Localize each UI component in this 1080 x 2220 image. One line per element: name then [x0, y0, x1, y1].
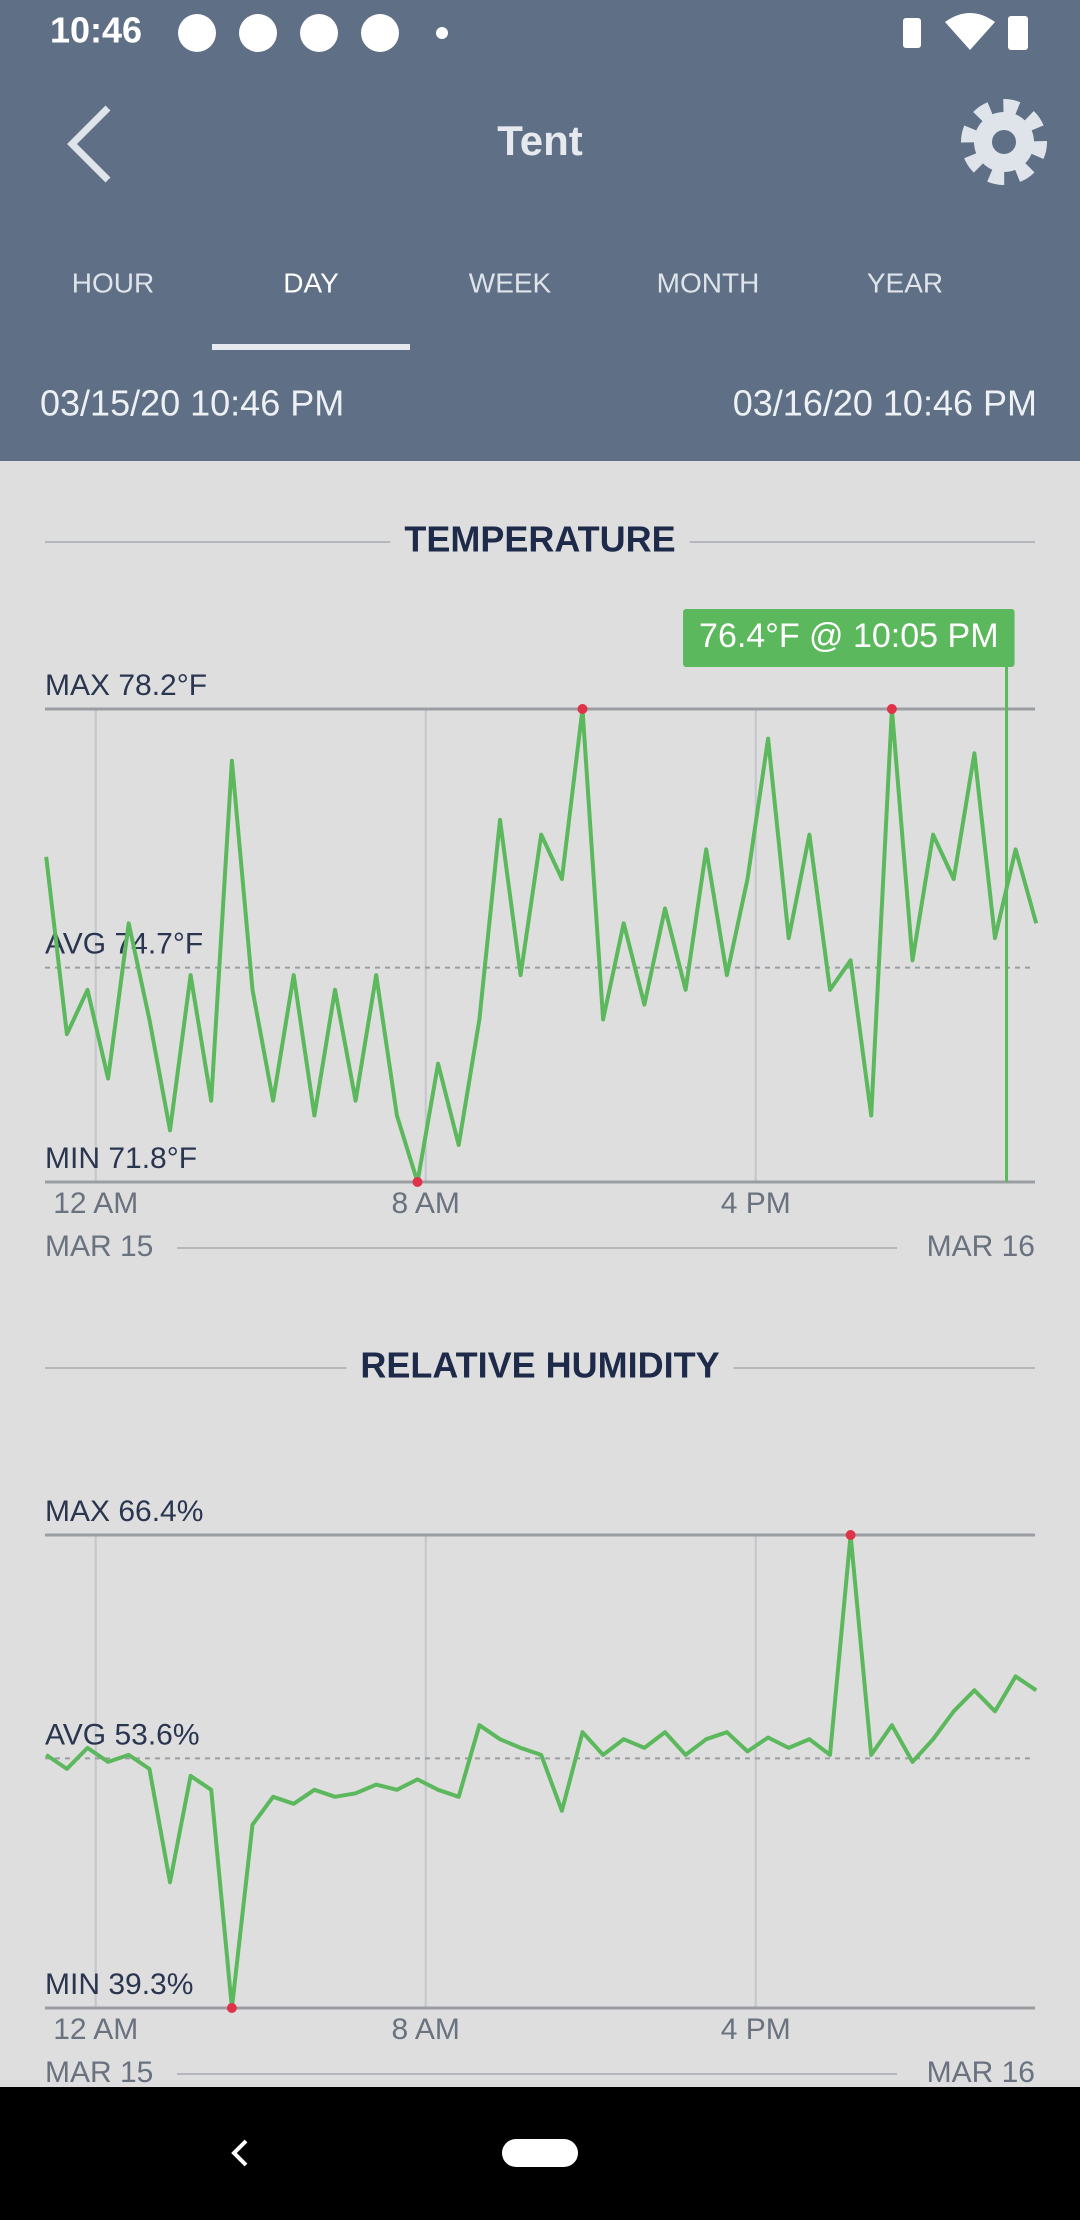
more-dot: [436, 27, 448, 39]
chart-title: TEMPERATURE: [404, 519, 675, 560]
tooltip-label: 76.4°F @ 10:05 PM: [699, 617, 998, 655]
extreme-point: [886, 704, 897, 714]
vibrate-icon: [903, 18, 921, 48]
x-tick-label: 8 AM: [392, 1187, 460, 1220]
notification-icon: [178, 14, 216, 52]
wifi-icon: [945, 13, 995, 50]
notification-icon: [300, 14, 338, 52]
tab[interactable]: HOUR: [72, 267, 154, 298]
battery-icon: [1008, 16, 1028, 50]
x-tick-label: 8 AM: [392, 2013, 460, 2046]
x-tick-label: 4 PM: [721, 1187, 791, 1220]
x-tick-label: 12 AM: [53, 2013, 138, 2046]
screen-title: Tent: [497, 117, 583, 164]
data-line: [44, 707, 1039, 1184]
gear-hole: [992, 130, 1016, 154]
date-label: MAR 16: [927, 2056, 1035, 2089]
status-time: 10:46: [50, 10, 142, 51]
header-bar: [0, 0, 1080, 461]
range-end: 03/16/20 10:46 PM: [733, 383, 1037, 424]
extreme-point: [412, 1177, 423, 1187]
gear-teeth: [961, 99, 1047, 185]
tooltip-box: [683, 609, 1015, 667]
notification-icon: [239, 14, 277, 52]
tab-indicator: [212, 344, 410, 350]
notification-icon: [361, 14, 399, 52]
data-line: [45, 1533, 1038, 2010]
chart-title: RELATIVE HUMIDITY: [360, 1345, 719, 1386]
avg-label: AVG 53.6%: [45, 1718, 200, 1751]
tab[interactable]: MONTH: [657, 267, 760, 298]
nav-home[interactable]: [502, 2139, 578, 2167]
nav-back[interactable]: [231, 2139, 248, 2167]
min-label: MIN 71.8°F: [45, 1142, 197, 1175]
tab[interactable]: YEAR: [867, 267, 943, 298]
range-start: 03/15/20 10:46 PM: [40, 383, 344, 424]
extreme-point: [845, 1530, 856, 1540]
settings-button[interactable]: [961, 99, 1047, 185]
extreme-point: [226, 2003, 237, 2013]
tabs: HOUR DAY WEEK MONTH YEAR: [72, 267, 943, 350]
x-tick-label: 4 PM: [721, 2013, 791, 2046]
tab[interactable]: WEEK: [469, 267, 552, 298]
date-label: MAR 15: [45, 2056, 153, 2089]
extreme-point: [577, 704, 588, 714]
max-label: MAX 78.2°F: [45, 669, 207, 702]
tab[interactable]: DAY: [283, 267, 339, 298]
status-icons: [178, 13, 1028, 52]
x-tick-label: 12 AM: [53, 1187, 138, 1220]
max-label: MAX 66.4%: [45, 1495, 203, 1528]
back-button[interactable]: [67, 105, 111, 183]
min-label: MIN 39.3%: [45, 1968, 193, 2001]
date-label: MAR 15: [45, 1230, 153, 1263]
chart: RELATIVE HUMIDITY 12 AM 8 AM 4 PM MAX 66.4% A…: [45, 1345, 1038, 2089]
date-label: MAR 16: [927, 1230, 1035, 1263]
